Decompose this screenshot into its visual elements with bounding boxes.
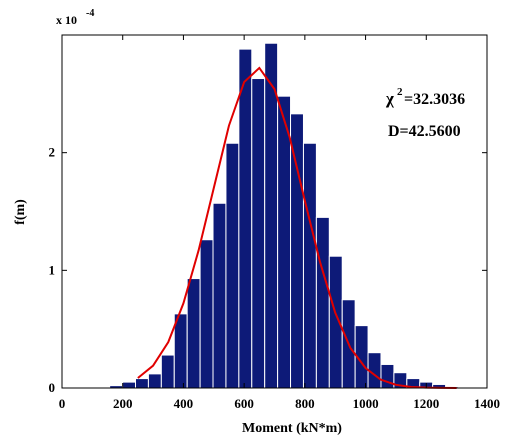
y-tick-label: 1 [49,262,56,277]
bar [302,142,317,389]
x-tick-label: 400 [174,396,194,411]
x-axis-label: Moment (kN*m) [242,421,342,436]
x-tick-label: 1400 [474,396,500,411]
annotation-text: D=42.5600 [388,123,461,140]
x-tick-label: 800 [295,396,315,411]
y-multiplier-exponent: -4 [86,8,94,19]
bar [186,278,201,389]
bar [135,378,149,389]
annotation-symbol: χ [385,89,394,108]
y-axis-label: f(m) [13,199,28,225]
annotation-power: 2 [397,86,403,98]
bar [173,313,188,389]
x-tick-label: 0 [59,396,66,411]
bar [290,113,304,389]
bar [238,48,253,389]
x-tick-label: 600 [234,396,254,411]
bar [160,354,175,389]
y-tick-label: 2 [49,145,56,160]
y-tick-label: 0 [49,380,56,395]
x-tick-label: 200 [113,396,133,411]
bar [122,381,137,389]
bar [251,78,266,389]
bar [277,95,292,389]
fit-curve [137,66,457,389]
bar [315,216,330,389]
bar [199,239,214,389]
plot-frame [61,34,488,389]
annotation-text: =32.3036 [404,91,465,108]
x-tick-label: 1200 [413,396,439,411]
bar [212,202,227,389]
x-tick-label: 1000 [353,396,379,411]
y-multiplier-base: x 10 [56,13,77,27]
bar [225,142,240,389]
bar [147,373,162,389]
